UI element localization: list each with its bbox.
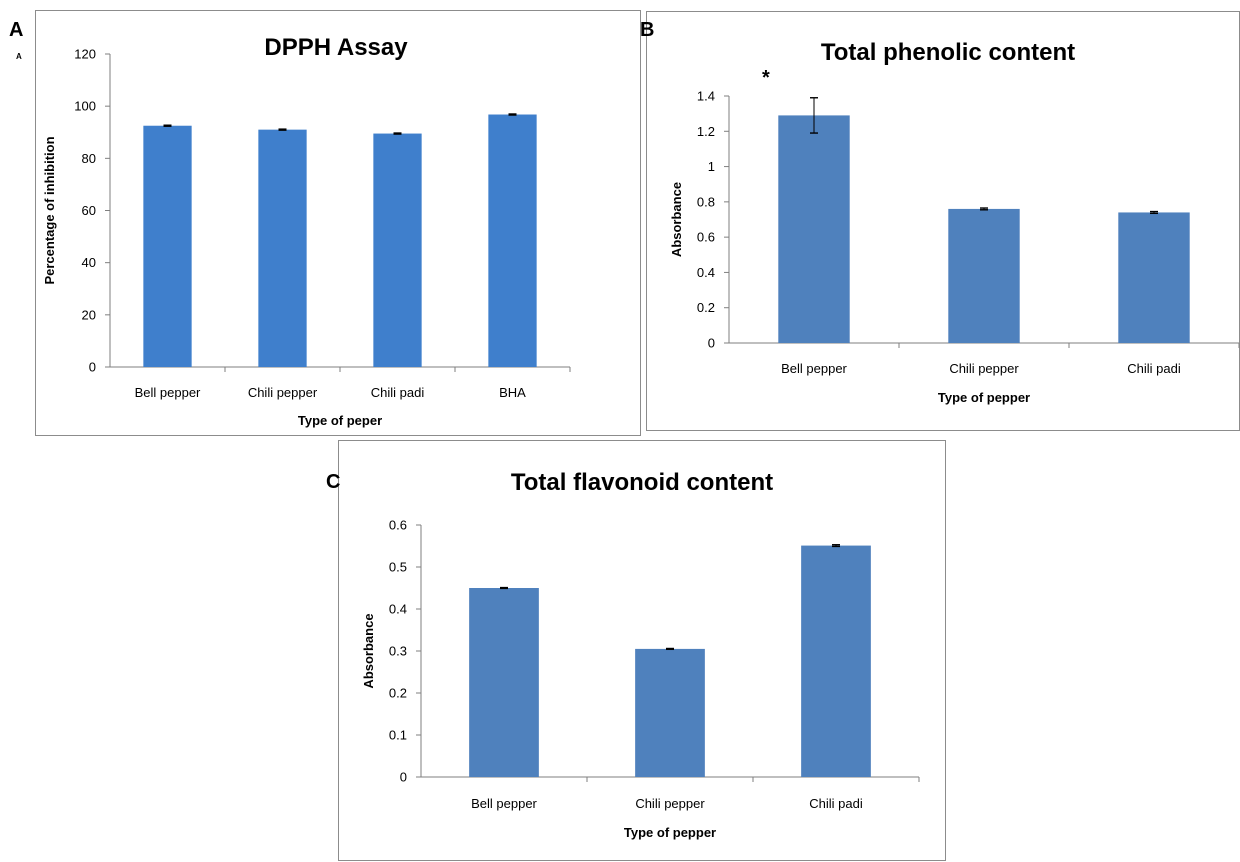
panel-b-letter: B — [640, 19, 655, 41]
x-tick-label: Chili pepper — [635, 796, 705, 811]
x-tick-label: Chili padi — [809, 796, 863, 811]
panel-a: DPPH Assay 0 20 40 60 80 100 120 Percentage of i… — [35, 10, 641, 436]
y-axis-label: Percentage of inhibition — [42, 136, 57, 284]
x-tick-label: Chili padi — [1127, 361, 1181, 376]
chart-title: DPPH Assay — [264, 34, 408, 61]
bar-chili-padi — [1118, 212, 1190, 343]
panel-c-letter: C — [326, 471, 341, 493]
bar-chili-pepper — [948, 208, 1020, 343]
y-tick-label: 0 — [89, 360, 96, 375]
y-tick-label: 0.6 — [389, 518, 407, 533]
y-tick-label: 1.4 — [697, 89, 715, 104]
bar-chili-padi — [373, 133, 422, 367]
y-axis-label: Absorbance — [669, 182, 684, 257]
x-tick-label: Bell pepper — [471, 796, 537, 811]
chart-title: Total flavonoid content — [511, 469, 773, 496]
flavonoid-chart: Total flavonoid content 0 0.1 0.2 0.3 0.4 0.5 0… — [361, 469, 920, 840]
y-tick-label: 40 — [82, 255, 96, 270]
x-tick-label: Bell pepper — [135, 385, 201, 400]
x-tick-label: Chili pepper — [949, 361, 1019, 376]
y-axis-label: Absorbance — [361, 613, 376, 688]
phenolic-chart: Total phenolic content 0 0.2 0.4 0.6 0.8 1 1.2 1… — [669, 39, 1240, 405]
y-tick-label: 120 — [74, 47, 96, 62]
bar-bell-pepper — [143, 125, 192, 368]
dpph-chart: DPPH Assay 0 20 40 60 80 100 120 Percentage of i… — [42, 34, 571, 428]
y-tick-label: 0.3 — [389, 644, 407, 659]
bar-chili-padi — [801, 545, 871, 777]
y-tick-label: 0.2 — [697, 300, 715, 315]
x-tick-label: BHA — [499, 385, 526, 400]
panel-a-sub-letter: A — [16, 52, 22, 61]
panel-c: Total flavonoid content 0 0.1 0.2 0.3 0.4 0.5 0… — [338, 440, 946, 861]
x-tick-label: Bell pepper — [781, 361, 847, 376]
y-tick-label: 0.4 — [697, 265, 715, 280]
bar-bell-pepper — [778, 115, 850, 344]
y-tick-label: 60 — [82, 203, 96, 218]
x-tick-label: Chili padi — [371, 385, 425, 400]
chart-title: Total phenolic content — [821, 39, 1075, 66]
y-tick-label: 0.4 — [389, 602, 407, 617]
x-axis-label: Type of pepper — [624, 825, 716, 840]
y-tick-label: 0.6 — [697, 230, 715, 245]
y-tick-label: 0 — [400, 770, 407, 785]
bar-chili-pepper — [635, 648, 705, 777]
y-tick-label: 0.5 — [389, 560, 407, 575]
x-axis-label: Type of pepper — [938, 390, 1030, 405]
y-tick-label: 1 — [708, 159, 715, 174]
y-tick-label: 0.8 — [697, 194, 715, 209]
bar-bha — [488, 114, 537, 367]
panel-b: Total phenolic content 0 0.2 0.4 0.6 0.8 1 1.2 1… — [646, 11, 1240, 431]
panel-a-letter: A — [9, 19, 24, 41]
bar-bell-pepper — [469, 588, 539, 777]
y-tick-label: 20 — [82, 307, 96, 322]
y-tick-label: 80 — [82, 151, 96, 166]
bar-chili-pepper — [258, 129, 307, 367]
y-tick-label: 1.2 — [697, 124, 715, 139]
y-tick-label: 100 — [74, 99, 96, 114]
x-axis-label: Type of peper — [298, 413, 382, 428]
y-tick-label: 0.2 — [389, 686, 407, 701]
x-tick-label: Chili pepper — [248, 385, 318, 400]
y-tick-label: 0.1 — [389, 728, 407, 743]
significance-asterisk: * — [762, 67, 770, 89]
y-tick-label: 0 — [708, 336, 715, 351]
